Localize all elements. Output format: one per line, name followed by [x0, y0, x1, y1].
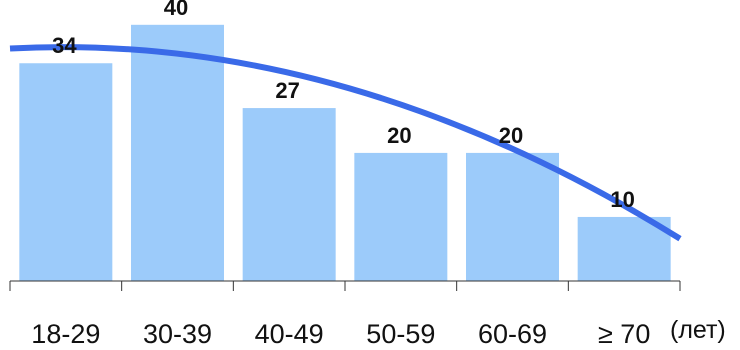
category-label: 60-69 [478, 319, 547, 349]
category-label: 18-29 [31, 319, 100, 349]
value-label: 27 [275, 78, 299, 103]
category-label: 40-49 [255, 319, 324, 349]
trendline [9, 44, 682, 242]
category-label: 50-59 [366, 319, 435, 349]
value-label: 34 [52, 33, 77, 58]
category-label: ≥ 70 [598, 319, 650, 349]
bar-60-69 [466, 152, 559, 281]
bars-group [19, 24, 671, 282]
x-axis-ticks [9, 281, 681, 291]
x-axis-unit-label: (лет) [670, 316, 726, 344]
bar-18-29 [19, 63, 113, 281]
value-label: 40 [164, 0, 188, 20]
bar-40-49 [242, 108, 336, 281]
value-label: 20 [499, 123, 523, 148]
bar-≥ 70 [577, 216, 671, 281]
bar-30-39 [131, 24, 224, 282]
bar-50-59 [354, 152, 448, 281]
value-labels-group: 34 40 27 20 20 10 [52, 0, 635, 212]
value-label: 10 [610, 187, 634, 212]
category-label: 30-39 [143, 319, 212, 349]
category-labels-group: 18-29 30-39 40-49 50-59 60-69 ≥ 70 [31, 319, 650, 349]
value-label: 20 [387, 123, 411, 148]
